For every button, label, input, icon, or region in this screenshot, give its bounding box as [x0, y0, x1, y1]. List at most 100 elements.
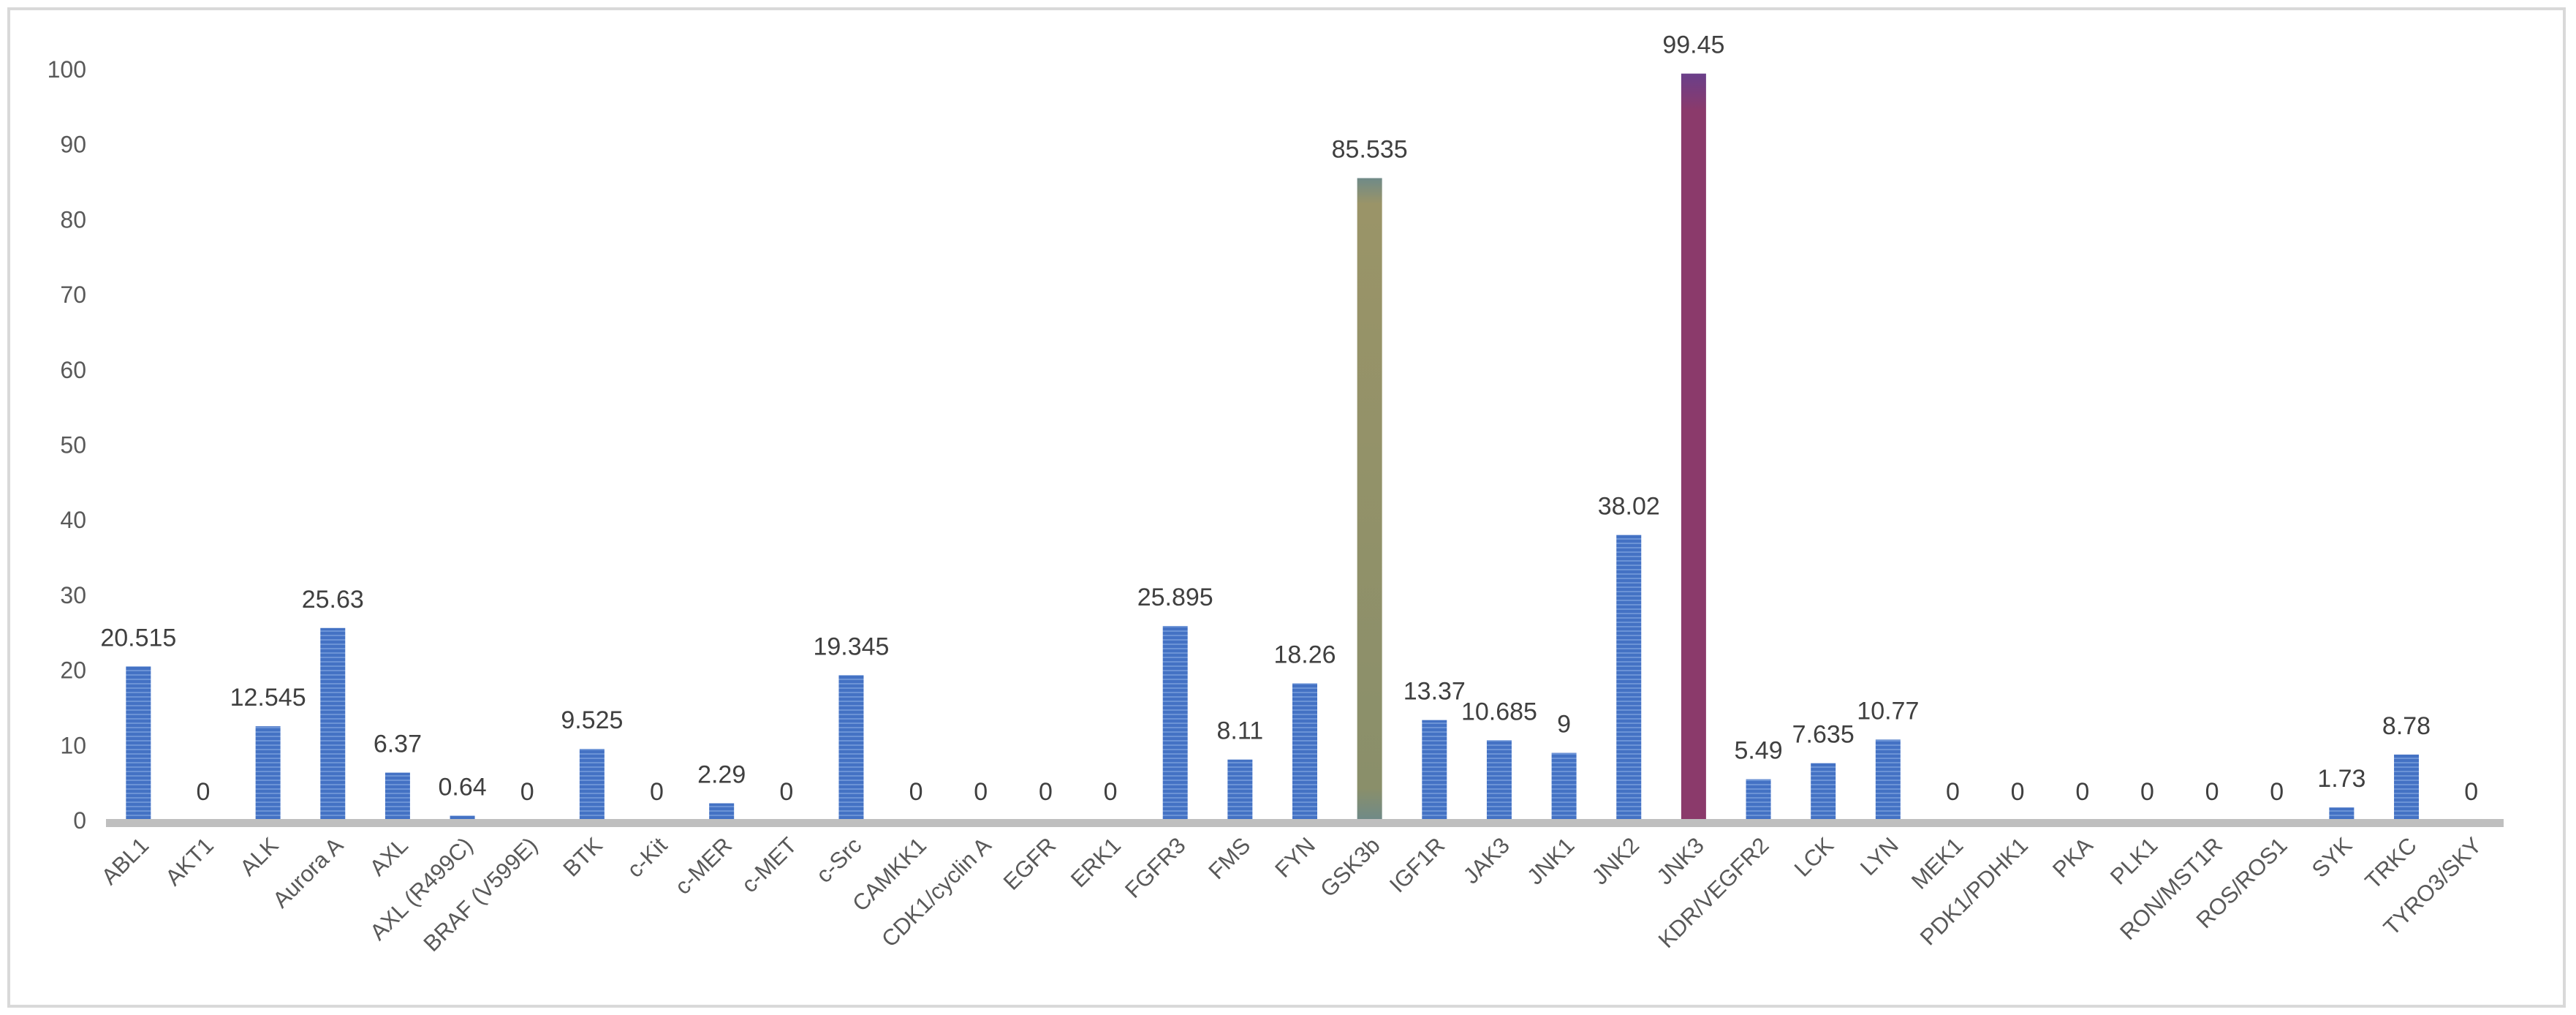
x-tick-label-btk: BTK: [558, 832, 607, 882]
value-label-fms: 8.11: [1217, 717, 1264, 745]
y-tick-label-90: 90: [60, 132, 86, 158]
bar-alk: [255, 726, 281, 820]
x-tick-label-plk1: PLK1: [2105, 832, 2162, 889]
value-label-pdk1-pdhk1: 0: [2011, 778, 2025, 806]
y-tick-label-60: 60: [60, 357, 86, 383]
bar-axl-r499c: [450, 815, 475, 820]
value-labels: 20.515 0 12.545 25.63 6.37 0.64 0 9.525 0 2.29 0 19…: [100, 31, 2478, 806]
x-axis-line: [106, 819, 2504, 827]
chart-frame: [7, 7, 2566, 1008]
value-label-btk: 9.525: [561, 706, 623, 734]
x-tick-label-jak3: JAK3: [1458, 832, 1515, 888]
value-label-fgfr3: 25.895: [1137, 584, 1213, 611]
value-label-gsk3b: 85.535: [1332, 136, 1408, 164]
value-label-akt1: 0: [197, 778, 211, 806]
x-tick-label-jnk2: JNK2: [1587, 832, 1644, 889]
bar-trkc: [2394, 754, 2420, 820]
bar-lck: [1811, 763, 1836, 820]
value-label-c-kit: 0: [650, 778, 664, 806]
bar-fgfr3: [1162, 626, 1188, 820]
bar-jnk3: [1681, 73, 1706, 820]
y-tick-label-50: 50: [60, 432, 86, 459]
x-tick-label-c-mer: c-MER: [670, 832, 737, 899]
value-label-aurora-a: 25.63: [302, 586, 364, 614]
bar-c-src: [838, 675, 864, 820]
y-tick-label-80: 80: [60, 206, 86, 233]
x-tick-label-akt1: AKT1: [160, 832, 219, 891]
x-tick-label-fyn: FYN: [1270, 832, 1320, 883]
x-tick-label-c-met: c-MET: [736, 832, 801, 897]
value-label-ron-mst1r: 0: [2205, 778, 2219, 806]
y-tick-label-40: 40: [60, 507, 86, 533]
value-label-pka: 0: [2075, 778, 2089, 806]
value-label-trkc: 8.78: [2382, 712, 2431, 740]
value-label-lck: 7.635: [1792, 721, 1855, 749]
y-axis: 0 10 20 30 40 50 60 70 80 90 100: [48, 56, 86, 834]
y-tick-label-100: 100: [48, 56, 86, 83]
value-label-axl-r499c: 0.64: [438, 773, 486, 801]
x-tick-label-jnk1: JNK1: [1522, 832, 1579, 889]
value-label-camkk1: 0: [909, 778, 923, 806]
bars: [126, 73, 2420, 821]
value-label-jnk3: 99.45: [1662, 31, 1724, 59]
x-tick-label-alk: ALK: [235, 832, 283, 880]
bar-c-mer: [709, 803, 735, 820]
value-label-syk: 1.73: [2317, 765, 2365, 793]
x-tick-label-syk: SYK: [2307, 832, 2357, 883]
y-tick-label-70: 70: [60, 282, 86, 308]
x-tick-label-axl: AXL: [365, 832, 413, 880]
value-label-igf1r: 13.37: [1403, 678, 1466, 706]
x-tick-label-egfr: EGFR: [999, 832, 1061, 895]
x-tick-label-kdr-vegfr2: KDR/VEGFR2: [1653, 832, 1774, 953]
value-label-braf-v599e: 0: [520, 778, 534, 806]
value-label-lyn: 10.77: [1857, 697, 1919, 725]
value-label-jnk1: 9: [1557, 711, 1571, 739]
x-tick-label-fms: FMS: [1203, 832, 1255, 884]
value-label-kdr-vegfr2: 5.49: [1734, 737, 1782, 765]
value-label-c-mer: 2.29: [697, 761, 746, 788]
x-tick-label-gsk3b: GSK3b: [1315, 832, 1384, 902]
x-tick-label-igf1r: IGF1R: [1384, 832, 1450, 897]
x-tick-label-fgfr3: FGFR3: [1120, 832, 1191, 903]
value-label-plk1: 0: [2140, 778, 2154, 806]
value-label-c-met: 0: [779, 778, 793, 806]
value-label-egfr: 0: [1039, 778, 1053, 806]
value-label-fyn: 18.26: [1273, 641, 1336, 668]
bar-lyn: [1875, 739, 1901, 820]
value-label-alk: 12.545: [230, 684, 306, 712]
value-label-c-src: 19.345: [813, 633, 889, 660]
bar-jak3: [1486, 740, 1512, 820]
bar-aurora-a: [320, 627, 346, 820]
x-tick-label-erk1: ERK1: [1066, 832, 1126, 892]
bar-axl: [384, 772, 410, 820]
value-label-abl1: 20.515: [100, 624, 176, 652]
y-tick-label-0: 0: [73, 807, 86, 834]
bar-btk: [579, 749, 605, 820]
x-tick-label-aurora-a: Aurora A: [268, 832, 348, 913]
value-label-erk1: 0: [1104, 778, 1118, 806]
bar-syk: [2329, 807, 2355, 820]
x-tick-label-lyn: LYN: [1855, 832, 1903, 880]
x-tick-label-lck: LCK: [1789, 832, 1839, 882]
value-label-axl: 6.37: [374, 731, 422, 758]
value-label-jak3: 10.685: [1461, 698, 1537, 725]
x-tick-label-mek1: MEK1: [1906, 832, 1968, 894]
bar-fyn: [1292, 683, 1317, 820]
y-tick-label-20: 20: [60, 657, 86, 684]
x-tick-label-c-src: c-Src: [811, 832, 867, 888]
value-label-cdk1-cyclin-a: 0: [974, 778, 988, 806]
y-tick-label-10: 10: [60, 732, 86, 758]
bar-kdr-vegfr2: [1746, 779, 1771, 820]
bar-fms: [1227, 759, 1253, 820]
value-label-tyro3-sky: 0: [2464, 778, 2478, 806]
x-tick-label-jnk3: JNK3: [1651, 832, 1708, 889]
x-tick-label-pka: PKA: [2047, 832, 2098, 883]
x-tick-label-trkc: TRKC: [2360, 832, 2422, 894]
value-label-jnk2: 38.02: [1598, 493, 1660, 521]
bar-abl1: [126, 666, 151, 820]
value-label-ros-ros1: 0: [2270, 778, 2284, 806]
y-tick-label-30: 30: [60, 582, 86, 608]
x-tick-label-abl1: ABL1: [96, 832, 154, 889]
value-label-mek1: 0: [1946, 778, 1960, 806]
